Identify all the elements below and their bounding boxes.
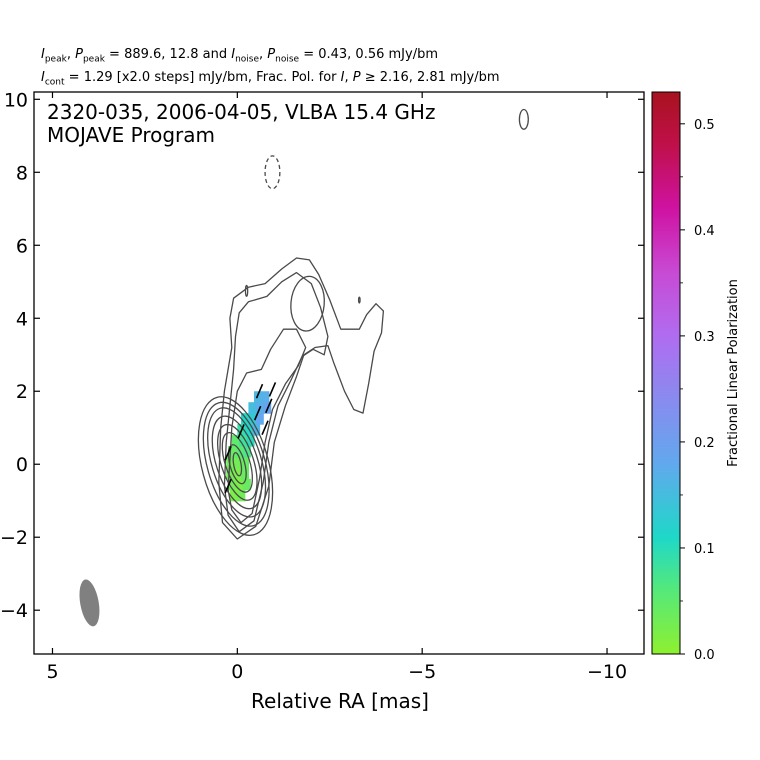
core-contour bbox=[197, 396, 274, 536]
core-contour bbox=[221, 432, 254, 493]
chart-header-line-1: Ipeak, Ppeak = 889.6, 12.8 and Inoise, P… bbox=[41, 47, 438, 65]
evpa-tick bbox=[261, 420, 269, 436]
peak-values: = 889.6, 12.8 and bbox=[104, 47, 232, 62]
core-contour bbox=[216, 423, 258, 501]
y-tick-label: 4 bbox=[16, 308, 28, 330]
frac-pol-threshold: ≥ 2.16, 2.81 mJy/bm bbox=[360, 70, 500, 85]
p-peak-symbol: P bbox=[75, 47, 83, 62]
small-contour bbox=[518, 108, 529, 130]
polarization-pixel bbox=[242, 478, 251, 491]
x-axis-label: Relative RA [mas] bbox=[251, 689, 429, 713]
y-tick-label: 0 bbox=[16, 454, 28, 476]
polarization-pixel bbox=[248, 402, 257, 414]
polarization-pixel bbox=[255, 413, 264, 425]
y-tick-label: 6 bbox=[16, 235, 28, 257]
p-noise-symbol: P bbox=[267, 47, 276, 62]
polarization-pixel bbox=[233, 467, 242, 480]
frac-pol-i-symbol: I bbox=[340, 70, 345, 85]
i-noise-subscript: noise bbox=[235, 54, 260, 65]
evpa-tick bbox=[265, 398, 273, 414]
plot-frame bbox=[33, 91, 645, 655]
i-peak-subscript: peak bbox=[44, 54, 67, 65]
core-contour bbox=[211, 415, 263, 510]
i-cont-subscript: cont bbox=[44, 77, 65, 88]
x-tick-label: −5 bbox=[408, 661, 436, 683]
colorbar-tick-label: 0.0 bbox=[694, 648, 715, 663]
chart-header-line-2: Icont = 1.29 [x2.0 steps] mJy/bm, Frac. … bbox=[41, 70, 500, 88]
core-contour bbox=[232, 452, 243, 477]
polarization-pixel bbox=[235, 445, 244, 458]
i-noise-symbol: I bbox=[231, 47, 236, 62]
colorbar-tick-label: 0.3 bbox=[694, 330, 715, 345]
x-tick-label: 0 bbox=[231, 661, 243, 683]
colorbar-tick-label: 0.1 bbox=[694, 542, 715, 557]
colorbar-tick-label: 0.2 bbox=[694, 436, 715, 451]
polarization-pixel bbox=[252, 424, 261, 436]
core-contour bbox=[202, 401, 270, 527]
polarization-pixel bbox=[241, 413, 250, 425]
small-contour bbox=[244, 284, 249, 298]
polarization-pixel bbox=[241, 467, 250, 480]
small-contour bbox=[357, 296, 361, 304]
plot-axes: 5 0 −5 −10 −4 −2 0 2 4 6 8 10 bbox=[0, 89, 645, 683]
y-tick-label: 8 bbox=[16, 162, 28, 184]
evpa-vectors bbox=[224, 382, 277, 494]
p-noise-subscript: noise bbox=[275, 54, 300, 65]
x-tick-label: 5 bbox=[46, 661, 58, 683]
colorbar-tick-label: 0.4 bbox=[694, 224, 715, 239]
y-tick-label: 2 bbox=[16, 381, 28, 403]
polarization-pixel bbox=[226, 467, 235, 480]
evpa-tick bbox=[224, 478, 232, 494]
core-contour bbox=[207, 407, 267, 518]
polarization-pixel bbox=[239, 435, 248, 447]
core-contour bbox=[227, 444, 247, 485]
p-peak-subscript: peak bbox=[82, 54, 105, 65]
y-tick-label: −2 bbox=[0, 527, 28, 549]
polarization-pixel bbox=[261, 391, 270, 403]
beam-ellipse bbox=[79, 579, 100, 627]
polarization-pixel bbox=[253, 391, 262, 403]
contour-level-3 bbox=[227, 328, 307, 524]
frac-pol-p-symbol: P bbox=[352, 70, 361, 85]
y-tick-label: −4 bbox=[0, 600, 28, 622]
colorbar: 0.0 0.1 0.2 0.3 0.4 0.5 bbox=[651, 91, 715, 663]
polarization-pixel bbox=[235, 478, 244, 491]
polarization-pixel bbox=[228, 445, 237, 458]
y-tick-label: 10 bbox=[4, 89, 28, 111]
evpa-tick bbox=[224, 445, 232, 461]
colorbar-label: Fractional Linear Polarization bbox=[726, 279, 741, 467]
evpa-tick bbox=[255, 383, 264, 399]
evpa-tick bbox=[253, 405, 262, 421]
evpa-tick bbox=[268, 382, 277, 397]
evpa-tick bbox=[237, 424, 245, 439]
contour-hole bbox=[290, 275, 325, 332]
i-peak-symbol: I bbox=[41, 47, 45, 62]
negative-contour bbox=[264, 155, 281, 190]
polarization-pixel bbox=[228, 478, 237, 491]
chart-title: 2320-035, 2006-04-05, VLBA 15.4 GHz bbox=[47, 100, 435, 124]
polarization-pixel bbox=[237, 489, 246, 502]
colorbar-gradient bbox=[651, 91, 681, 655]
colorbar-tick-label: 0.5 bbox=[694, 118, 715, 133]
contour-levels-text: = 1.29 [x2.0 steps] mJy/bm, Frac. Pol. f… bbox=[64, 70, 341, 85]
x-tick-label: −10 bbox=[587, 661, 627, 683]
polarization-pixel bbox=[229, 489, 238, 502]
polarization-pixel bbox=[233, 456, 242, 469]
chart-subtitle: MOJAVE Program bbox=[47, 123, 215, 147]
intensity-contours bbox=[79, 108, 529, 627]
i-cont-symbol: I bbox=[41, 70, 45, 85]
noise-values: = 0.43, 0.56 mJy/bm bbox=[299, 47, 438, 62]
polarization-pixel bbox=[248, 413, 257, 425]
polarization-pixel bbox=[231, 435, 240, 447]
